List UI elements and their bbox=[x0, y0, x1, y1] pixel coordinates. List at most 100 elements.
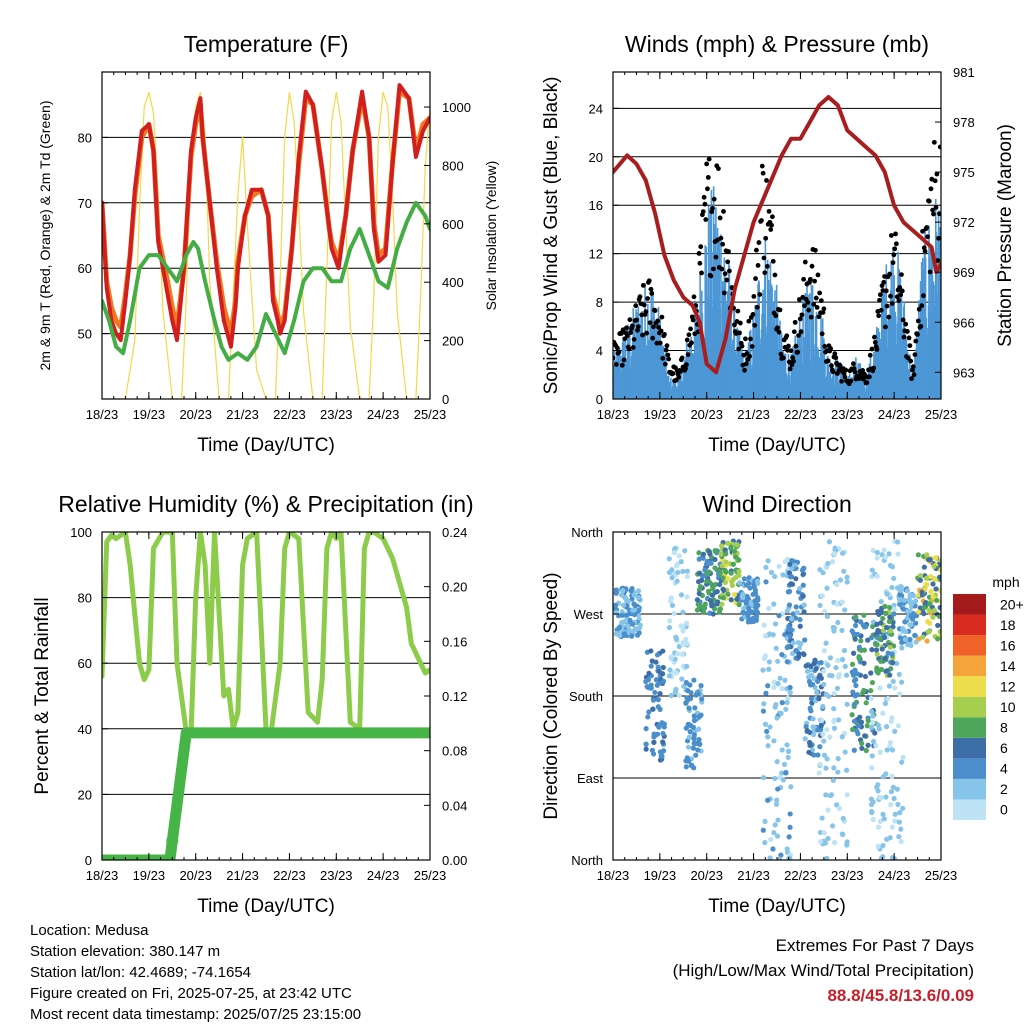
gust-point bbox=[908, 358, 914, 364]
gust-point bbox=[807, 276, 813, 282]
speed-legend-swatch bbox=[953, 696, 986, 718]
direction-point bbox=[895, 551, 901, 557]
gust-point bbox=[666, 356, 672, 362]
speed-legend-label: 8 bbox=[1000, 720, 1008, 736]
gust-point bbox=[773, 313, 779, 319]
direction-point bbox=[752, 591, 758, 597]
direction-point bbox=[774, 759, 780, 765]
gust-point bbox=[721, 290, 727, 296]
x-tick-label: 25/23 bbox=[925, 407, 958, 422]
direction-point bbox=[765, 797, 771, 803]
direction-point bbox=[832, 839, 838, 846]
temperature-chart: 18/23 19/23 20/23 21/23 22/23 23/23 24/23 25/23… bbox=[37, 31, 499, 456]
direction-point bbox=[659, 753, 665, 760]
direction-point bbox=[870, 713, 876, 719]
direction-point bbox=[830, 777, 836, 784]
direction-point bbox=[793, 604, 799, 610]
direction-point bbox=[841, 568, 847, 574]
gust-point bbox=[916, 306, 922, 312]
gust-point bbox=[635, 327, 640, 333]
direction-point bbox=[921, 605, 927, 611]
direction-point bbox=[660, 678, 667, 684]
direction-point bbox=[815, 727, 821, 733]
direction-point bbox=[656, 723, 662, 729]
direction-point bbox=[906, 597, 912, 603]
gust-point bbox=[766, 208, 772, 214]
direction-point bbox=[787, 561, 793, 567]
gust-point bbox=[633, 303, 639, 309]
direction-point bbox=[937, 605, 941, 611]
direction-point bbox=[643, 746, 649, 752]
direction-point bbox=[880, 615, 886, 622]
y-tick-label: 80 bbox=[78, 591, 92, 606]
direction-point bbox=[784, 699, 790, 706]
direction-point bbox=[743, 600, 749, 606]
direction-point bbox=[796, 654, 802, 660]
direction-point bbox=[719, 601, 725, 607]
direction-point bbox=[696, 550, 702, 556]
gust-point bbox=[786, 343, 791, 349]
direction-point bbox=[741, 576, 747, 582]
y-tick-label: East bbox=[577, 771, 603, 786]
direction-point bbox=[722, 579, 728, 586]
direction-point bbox=[888, 628, 894, 634]
direction-point bbox=[776, 563, 782, 569]
direction-point bbox=[829, 559, 836, 565]
direction-point bbox=[717, 581, 723, 588]
direction-point bbox=[913, 598, 919, 604]
direction-point bbox=[679, 676, 685, 682]
gust-point bbox=[643, 309, 649, 315]
direction-point bbox=[853, 682, 859, 689]
direction-ylabel: Direction (Colored By Speed) bbox=[541, 572, 562, 819]
gust-point bbox=[891, 252, 897, 258]
direction-point bbox=[637, 625, 643, 631]
x-tick-label: 22/23 bbox=[784, 868, 817, 883]
y-tick-label: 50 bbox=[78, 327, 92, 342]
speed-legend-swatch bbox=[953, 614, 986, 636]
gust-point bbox=[753, 247, 759, 253]
y-tick-label: 0 bbox=[596, 392, 603, 407]
direction-point bbox=[878, 795, 884, 801]
gust-point bbox=[850, 361, 856, 367]
gust-point bbox=[926, 198, 932, 204]
direction-point bbox=[731, 548, 738, 554]
direction-point bbox=[888, 789, 895, 795]
direction-point bbox=[862, 733, 868, 739]
direction-point bbox=[683, 764, 689, 770]
speed-legend: mph 0 2 4 6 8 10 12 14 16 18 20+ bbox=[953, 574, 1024, 820]
direction-point bbox=[904, 588, 910, 594]
direction-point bbox=[877, 818, 884, 824]
gust-point bbox=[763, 235, 769, 241]
direction-point bbox=[877, 685, 883, 691]
direction-point bbox=[897, 635, 904, 641]
direction-point bbox=[889, 747, 896, 753]
gust-point bbox=[689, 340, 694, 346]
direction-point bbox=[629, 633, 635, 639]
y2-tick-label: 200 bbox=[442, 334, 464, 349]
direction-point bbox=[717, 606, 723, 612]
gust-point bbox=[772, 272, 778, 278]
speed-legend-swatch bbox=[953, 778, 986, 800]
gust-point bbox=[697, 260, 703, 266]
direction-point bbox=[892, 728, 898, 734]
gust-point bbox=[927, 269, 933, 275]
direction-point bbox=[622, 618, 628, 625]
y-tick-label: 60 bbox=[78, 261, 92, 276]
direction-point bbox=[762, 633, 769, 639]
gust-point bbox=[631, 337, 637, 342]
station-info: Location: Medusa Station elevation: 380.… bbox=[30, 920, 361, 1025]
direction-point bbox=[652, 689, 658, 696]
direction-point bbox=[739, 594, 745, 600]
direction-point bbox=[683, 620, 690, 626]
gust-point bbox=[887, 271, 893, 277]
direction-point bbox=[771, 738, 777, 744]
direction-point bbox=[933, 586, 939, 592]
gust-point bbox=[928, 186, 934, 192]
direction-point bbox=[675, 651, 681, 657]
direction-point bbox=[827, 734, 833, 740]
gust-point bbox=[710, 266, 716, 272]
x-tick-label: 25/23 bbox=[414, 407, 447, 422]
direction-point bbox=[891, 575, 897, 582]
direction-point bbox=[635, 612, 642, 618]
direction-point bbox=[870, 738, 877, 745]
